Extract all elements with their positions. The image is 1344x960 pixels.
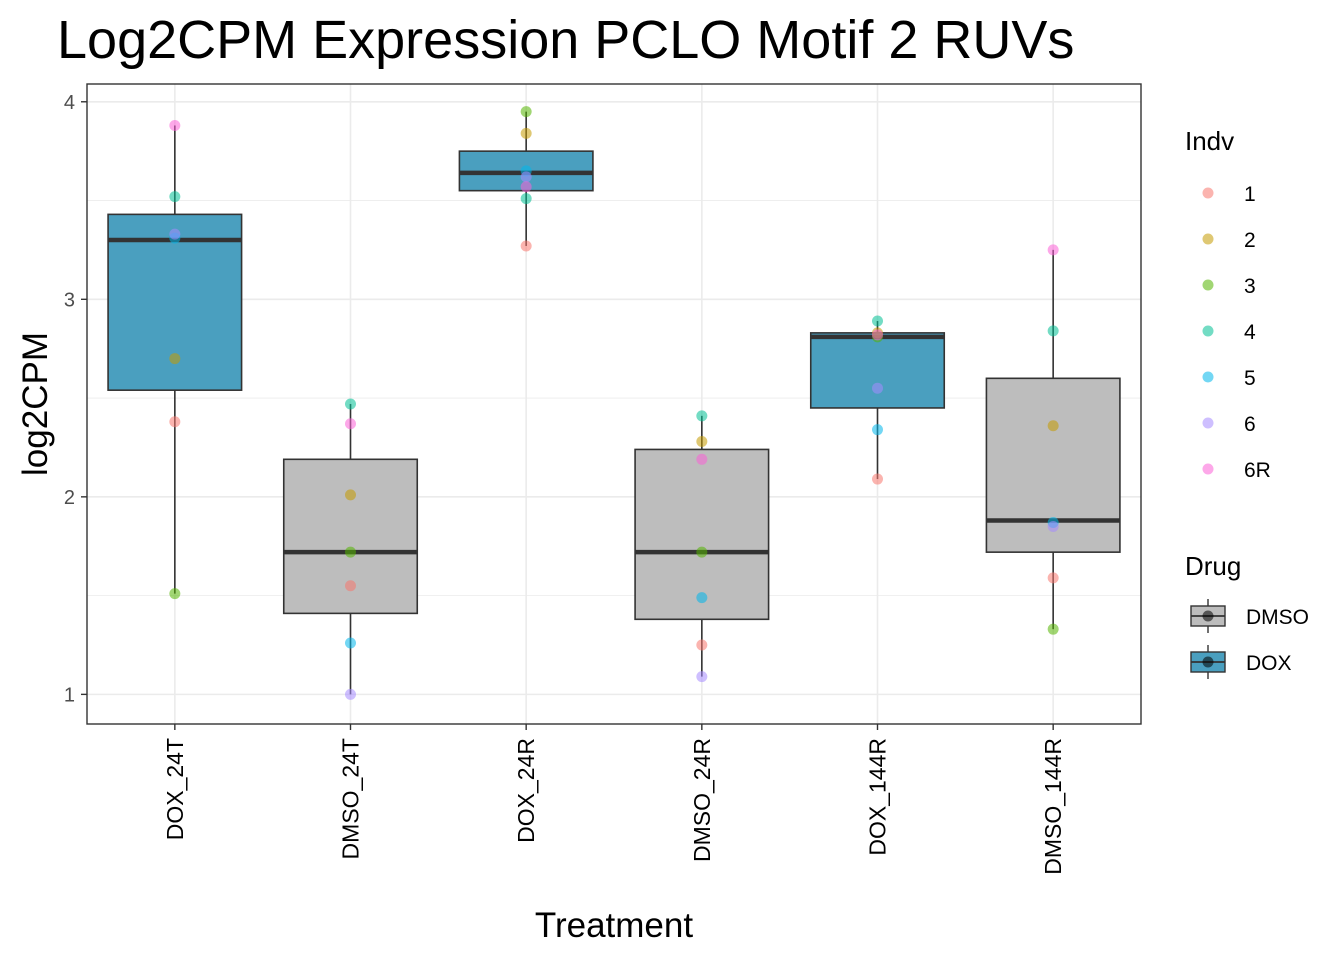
point-indv-6: [696, 671, 708, 683]
box-iqr: [809, 332, 946, 409]
point-indv-2: [1047, 420, 1059, 432]
point-indv-5: [696, 592, 708, 604]
y-tick-label: 1: [64, 684, 75, 706]
y-tick-label: 4: [64, 92, 75, 114]
data-points: [169, 106, 1059, 700]
point-indv-4: [696, 410, 708, 422]
point-indv-6: [872, 382, 883, 394]
legend-label-indv: 6: [1244, 413, 1256, 436]
legend-key-indv-4: [1202, 325, 1214, 337]
legend-key-indv-3: [1202, 279, 1214, 291]
x-tick-label: DOX_24T: [162, 738, 188, 840]
legend-drug: Drug DMSO DOX: [1185, 551, 1309, 679]
legend-key-point: [1202, 656, 1214, 668]
legend-indv: Indv 1 2 3 4 5 6 6R: [1185, 126, 1271, 482]
point-indv-3: [169, 588, 181, 600]
point-indv-1: [345, 580, 356, 592]
legend: Indv 1 2 3 4 5 6 6R Drug DMSO DOX: [1185, 126, 1309, 679]
x-tick-label: DMSO_24T: [338, 738, 364, 859]
x-axis: DOX_24T DMSO_24T DOX_24R DMSO_24R DOX_144R DM…: [162, 724, 1066, 875]
point-indv-3: [1047, 623, 1059, 635]
x-axis-title: Treatment: [535, 906, 693, 945]
legend-label-indv: 2: [1244, 229, 1256, 252]
legend-label-indv: 5: [1244, 367, 1256, 390]
point-indv-6: [169, 228, 181, 240]
legend-key-indv-2: [1202, 233, 1214, 245]
point-indv-5: [872, 424, 883, 436]
point-indv-6: [520, 171, 532, 183]
point-indv-1: [696, 639, 708, 651]
point-indv-6R: [520, 181, 532, 193]
y-axis: 1 2 3 4: [64, 92, 87, 706]
point-indv-1: [520, 240, 532, 252]
panel-background: [87, 84, 1141, 724]
point-indv-3: [345, 546, 356, 558]
point-indv-6: [345, 688, 356, 700]
point-indv-6: [1047, 520, 1059, 532]
plot-panel: [86, 83, 1142, 725]
panel-border: [86, 83, 1142, 725]
legend-label-drug: DOX: [1246, 652, 1292, 675]
legend-label-drug: DMSO: [1246, 606, 1309, 629]
point-indv-2: [520, 127, 532, 139]
point-indv-2: [345, 489, 356, 501]
legend-key-indv-1: [1202, 187, 1214, 199]
x-tick-label: DOX_144R: [865, 738, 891, 856]
point-indv-6R: [345, 418, 356, 430]
point-indv-4: [345, 398, 356, 410]
legend-label-indv: 3: [1244, 275, 1256, 298]
point-indv-4: [169, 191, 181, 203]
x-tick-label: DMSO_144R: [1040, 738, 1066, 875]
legend-title-indv: Indv: [1185, 126, 1234, 156]
legend-label-indv: 6R: [1244, 459, 1271, 482]
point-indv-6R: [696, 453, 708, 465]
chart-title: Log2CPM Expression PCLO Motif 2 RUVs: [57, 10, 1074, 70]
y-tick-label: 3: [64, 289, 75, 311]
box-iqr: [634, 448, 770, 621]
point-indv-4: [872, 315, 883, 327]
point-indv-1: [169, 416, 181, 428]
legend-label-indv: 4: [1244, 321, 1256, 344]
point-indv-6R: [169, 119, 181, 131]
legend-key-indv-6R: [1202, 463, 1214, 475]
point-indv-6R: [1047, 244, 1059, 256]
point-indv-4: [1047, 325, 1059, 337]
point-indv-4: [520, 193, 532, 205]
point-indv-2: [169, 353, 181, 365]
x-tick-label: DMSO_24R: [689, 738, 715, 862]
legend-label-indv: 1: [1244, 183, 1256, 206]
legend-key-point: [1202, 610, 1214, 622]
point-indv-6R: [872, 329, 883, 341]
point-indv-5: [345, 637, 356, 649]
x-tick-label: DOX_24R: [513, 738, 539, 843]
legend-key-indv-5: [1202, 371, 1214, 383]
legend-title-drug: Drug: [1185, 551, 1241, 581]
y-tick-label: 2: [64, 487, 75, 509]
legend-key-indv-6: [1202, 417, 1214, 429]
point-indv-2: [696, 436, 708, 448]
point-indv-3: [520, 106, 532, 118]
point-indv-3: [696, 546, 708, 558]
y-axis-title: log2CPM: [16, 332, 55, 476]
point-indv-1: [1047, 572, 1059, 584]
point-indv-1: [872, 473, 883, 485]
